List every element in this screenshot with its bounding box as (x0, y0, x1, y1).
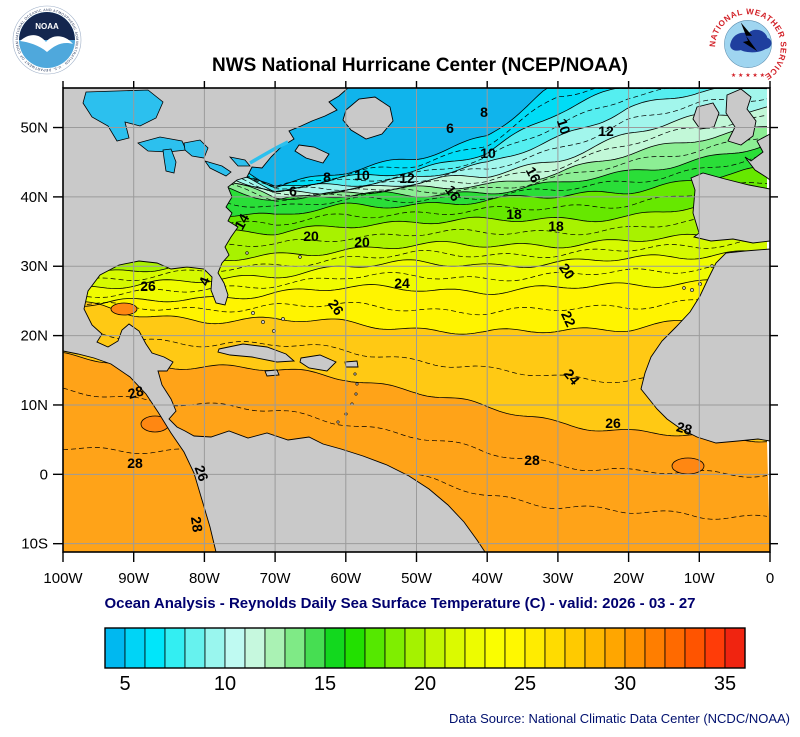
noaa-label: NOAA (35, 22, 59, 31)
contour-label: 12 (598, 123, 614, 139)
nws-logo: NATIONAL WEATHER SERVICE ★ ★ ★ ★ ★ (706, 2, 790, 86)
lon-tick-label: 40W (472, 570, 504, 587)
land-puerto-rico (344, 360, 359, 368)
colorbar-tick-label: 15 (314, 673, 336, 695)
colorbar-tick-label: 35 (714, 673, 736, 695)
contour-label: 16 (523, 164, 545, 185)
contour-label: 6 (446, 120, 454, 136)
lon-tick-label: 70W (260, 570, 292, 587)
lake-ontario (228, 156, 251, 167)
land-nova-scotia (294, 144, 330, 164)
contour-label: 28 (524, 452, 540, 468)
hudson-bay (82, 89, 164, 142)
lon-tick-label: 20W (613, 570, 645, 587)
lon-tick-label: 60W (330, 570, 362, 587)
colorbar-tick-label: 25 (514, 673, 536, 695)
lon-tick-label: 30W (542, 570, 574, 587)
lon-tick-label: 50W (401, 570, 433, 587)
nws-cloud-icon (730, 29, 772, 53)
contour-label: 26 (140, 278, 156, 294)
lat-tick-label: 10N (20, 397, 48, 414)
land-great-britain (725, 88, 757, 146)
lake-michigan (162, 148, 177, 174)
inland-water (82, 89, 289, 177)
nws-lightning-icon (740, 22, 758, 52)
colorbar-tick-label: 5 (119, 673, 130, 695)
noaa-logo: NATIONAL OCEANIC AND ATMOSPHERIC ADMINIS… (11, 2, 82, 75)
noaa-sky-half (19, 12, 75, 40)
contour-label: 20 (354, 234, 370, 250)
land-france (744, 133, 770, 181)
lat-tick-label: 30N (20, 258, 48, 275)
map-subtitle: Ocean Analysis - Reynolds Daily Sea Surf… (104, 595, 696, 612)
lat-tick-label: 40N (20, 189, 48, 206)
noaa-logo-icon: NATIONAL OCEANIC AND ATMOSPHERIC ADMINIS… (11, 2, 82, 75)
contour-label: 18 (506, 206, 522, 222)
lat-tick-label: 20N (20, 328, 48, 345)
colorbar-tick-label: 10 (214, 673, 236, 695)
noaa-gull-icon (20, 35, 73, 52)
contour-label: 18 (548, 218, 564, 234)
land-africa (640, 248, 770, 444)
land-ireland (692, 102, 720, 130)
contour-label: 28 (126, 382, 145, 402)
lon-tick-label: 10W (684, 570, 716, 587)
contour-label: 14 (231, 211, 253, 232)
lon-tick-label: 0 (766, 570, 774, 587)
colorbar-tick-label: 20 (414, 673, 436, 695)
colorbar-tick-label: 30 (614, 673, 636, 695)
contour-label: 22 (558, 308, 579, 329)
land-americas (63, 88, 486, 552)
land-jamaica (264, 369, 280, 377)
contour-label: 10 (554, 117, 574, 137)
lake-erie (204, 160, 232, 177)
contour-label: 12 (399, 170, 415, 186)
contour-label: 10 (480, 145, 496, 161)
land-iberia (690, 172, 770, 244)
lon-tick-label: 80W (189, 570, 221, 587)
data-source-note: Data Source: National Climatic Data Cent… (449, 711, 790, 726)
contour-label: 24 (394, 275, 410, 291)
contour-label: 26 (605, 415, 621, 431)
contour-label: 20 (303, 228, 319, 244)
contour-label: 26 (192, 463, 212, 483)
contour-label: 8 (480, 104, 488, 120)
lat-tick-label: 0 (40, 466, 48, 483)
graticule (63, 88, 770, 552)
lat-tick-label: 10S (21, 536, 48, 553)
contour-label: 28 (188, 515, 206, 533)
axes: 100W 90W 80W 70W 60W 50W 40W 30W 20W 10W 0 50N 40N 30… (20, 81, 778, 587)
colorbar: 5 10 15 20 25 30 35 (104, 627, 746, 695)
contour-label: 6 (289, 183, 297, 199)
contour-label: 10 (354, 167, 370, 183)
st-lawrence-river (249, 140, 289, 165)
lat-tick-label: 50N (20, 120, 48, 137)
nws-stars: ★ ★ ★ ★ ★ (731, 72, 765, 79)
lon-tick-label: 90W (118, 570, 150, 587)
contour-label: 28 (675, 418, 694, 438)
lon-tick-label: 100W (43, 570, 83, 587)
page-title: NWS National Hurricane Center (NCEP/NOAA… (212, 55, 628, 76)
nws-logo-icon: NATIONAL WEATHER SERVICE ★ ★ ★ ★ ★ (707, 3, 789, 85)
contour-label: 28 (127, 455, 143, 471)
contour-label: 8 (323, 169, 331, 185)
land-hispaniola (299, 354, 337, 372)
